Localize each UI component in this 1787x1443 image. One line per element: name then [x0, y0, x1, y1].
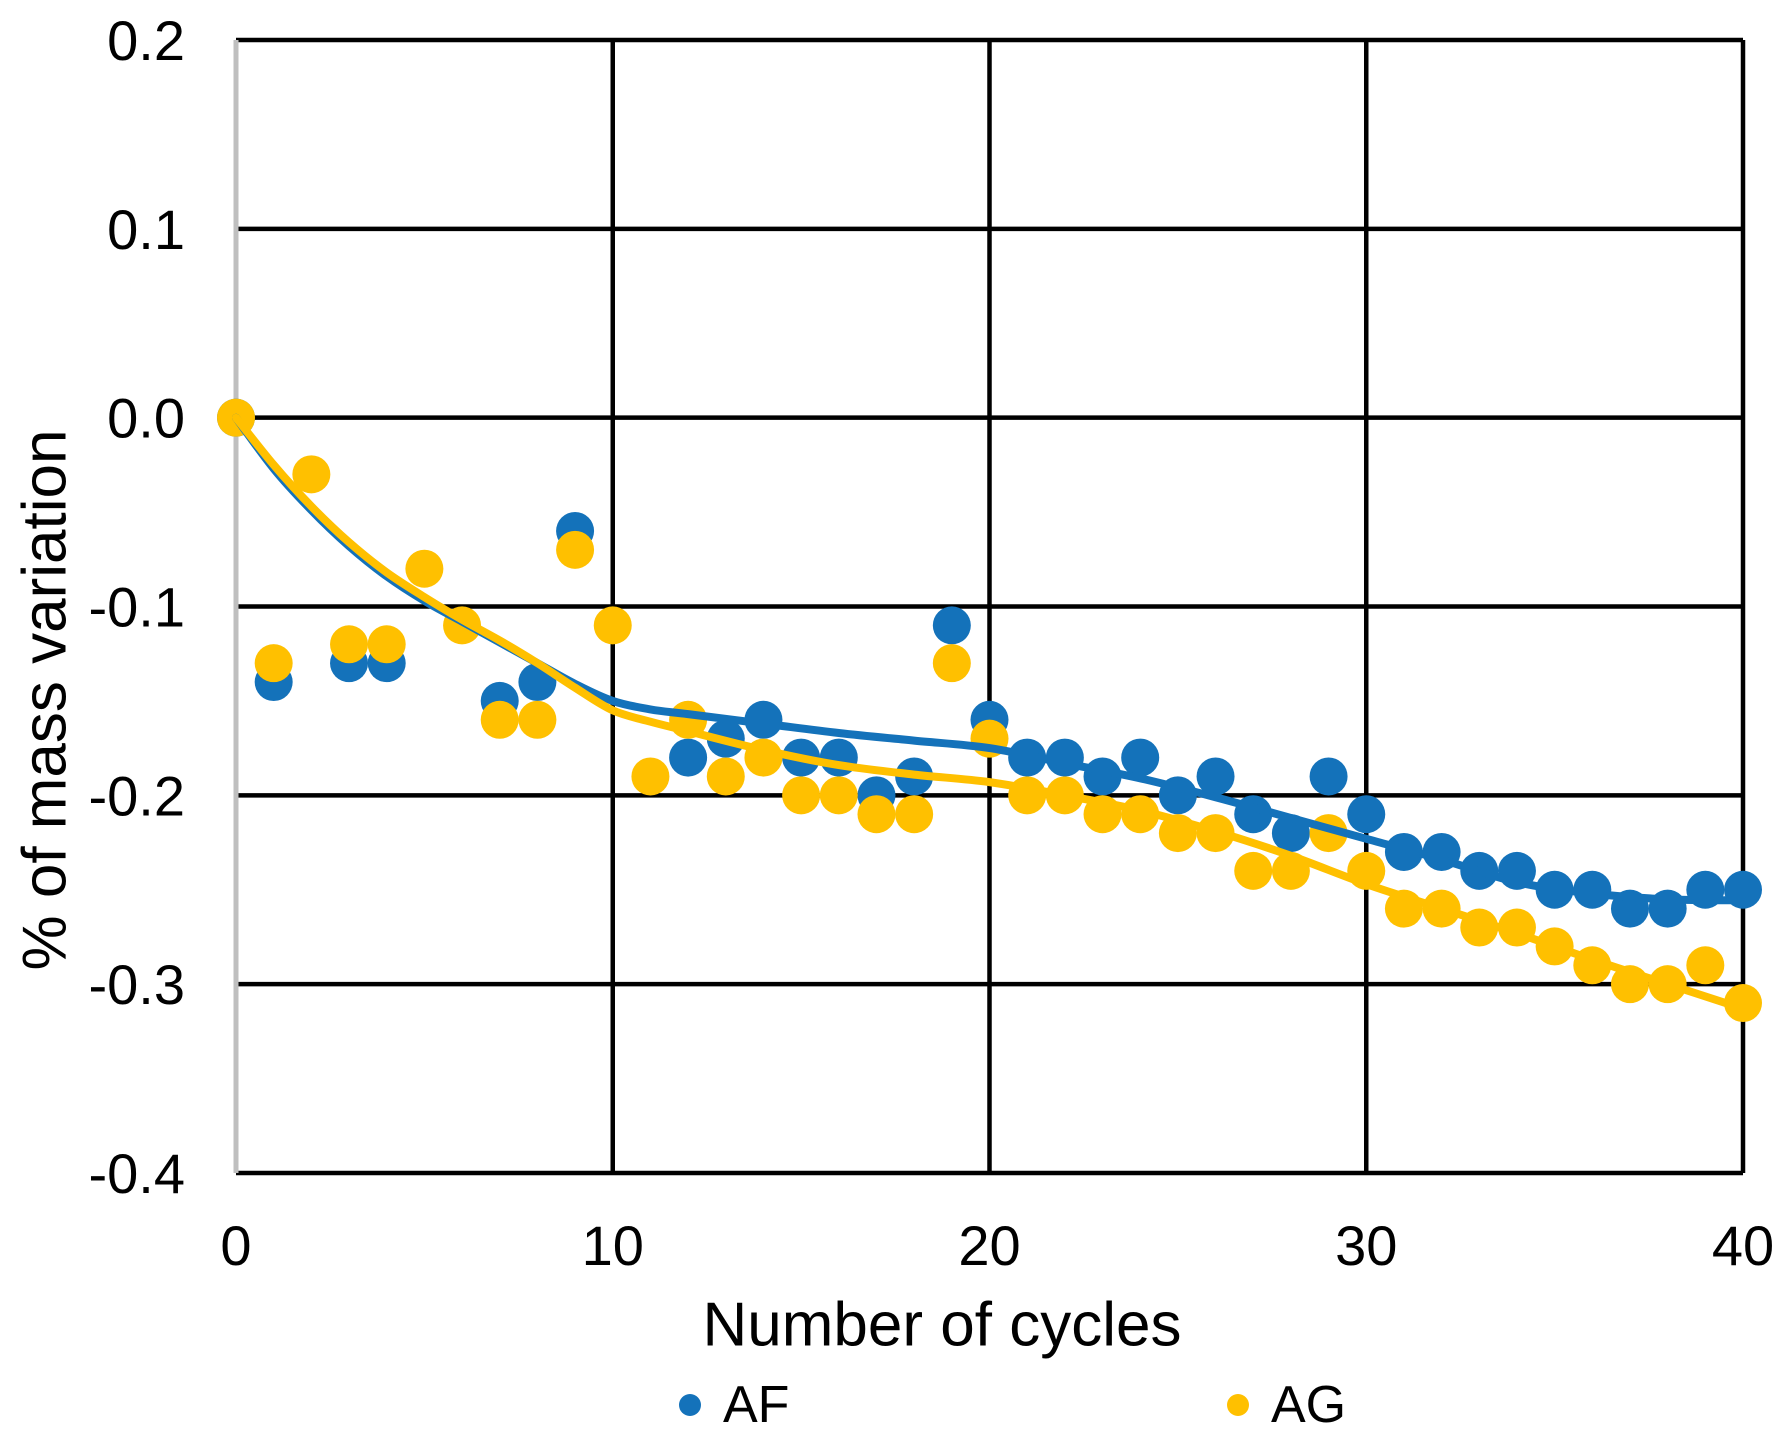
ag-trendline: [232, 413, 1747, 1013]
legend-item-af: AF: [679, 1378, 789, 1432]
y-tick-label: -0.4: [89, 1142, 186, 1205]
ag-point: [254, 644, 293, 683]
af-point: [932, 606, 971, 645]
y-tick-label: 0.1: [107, 198, 185, 261]
ag-point: [1686, 946, 1725, 985]
ag-point: [367, 625, 406, 664]
ag-point: [819, 776, 858, 815]
ag-point: [480, 700, 519, 739]
af-legend-marker-icon: [679, 1394, 701, 1416]
ag-point: [556, 530, 595, 569]
ag-point: [405, 549, 444, 588]
ag-point: [292, 455, 331, 494]
y-tick-label: -0.1: [89, 576, 186, 639]
ag-point: [330, 625, 369, 664]
y-tick-label: 0.2: [107, 9, 185, 72]
af-point: [1347, 795, 1386, 834]
ag-point: [631, 757, 670, 796]
y-tick-label: -0.3: [89, 953, 186, 1016]
ag-point: [1724, 984, 1762, 1023]
ag-point: [932, 644, 971, 683]
y-tick-label: -0.2: [89, 764, 186, 827]
x-tick-label: 0: [220, 1214, 251, 1277]
af-point: [1121, 738, 1160, 777]
x-tick-label: 40: [1712, 1214, 1774, 1277]
ag-point: [782, 776, 821, 815]
af-point: [669, 738, 708, 777]
legend-item-ag: AG: [1227, 1378, 1346, 1432]
ag-point: [1234, 851, 1273, 890]
ag-point: [706, 757, 745, 796]
af-point: [1196, 757, 1235, 796]
x-axis-title: Number of cycles: [702, 1290, 1182, 1360]
x-tick-label: 20: [958, 1214, 1020, 1277]
x-tick-label: 30: [1335, 1214, 1397, 1277]
x-tick-label: 10: [582, 1214, 644, 1277]
af-point: [1309, 757, 1348, 796]
af-legend-label: AF: [723, 1376, 790, 1434]
ag-legend-marker-icon: [1227, 1394, 1249, 1416]
ag-point: [518, 700, 557, 739]
ag-legend-label: AG: [1271, 1376, 1347, 1434]
ag-point: [857, 795, 896, 834]
y-axis-title: % of mass variation: [10, 429, 80, 971]
ag-point: [593, 606, 632, 645]
y-tick-label: 0.0: [107, 387, 185, 450]
ag-point: [895, 795, 934, 834]
